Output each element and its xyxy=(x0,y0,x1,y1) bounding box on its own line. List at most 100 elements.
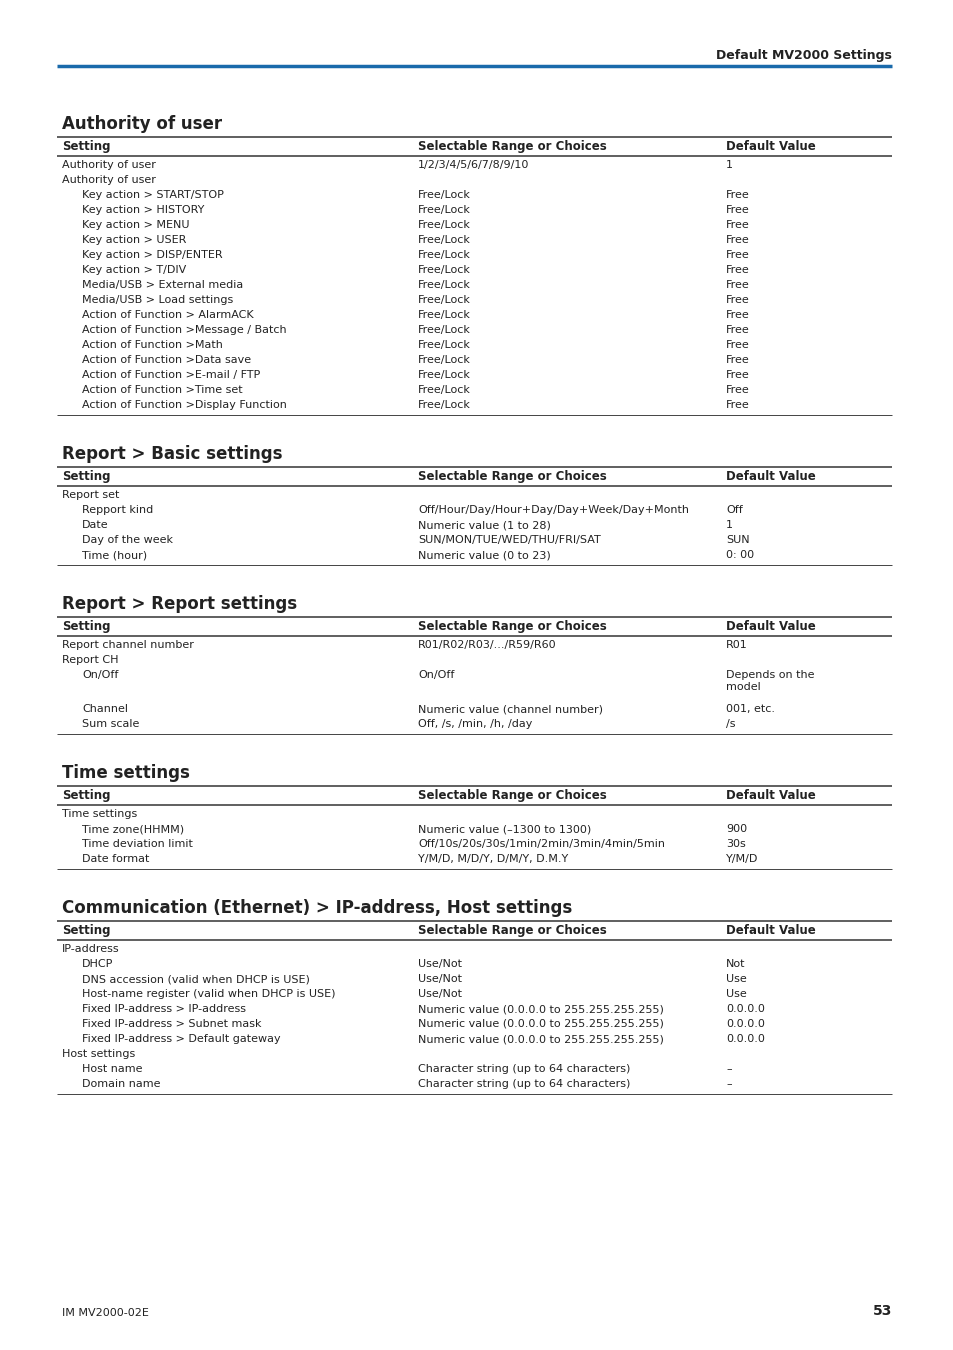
Text: Numeric value (0.0.0.0 to 255.255.255.255): Numeric value (0.0.0.0 to 255.255.255.25… xyxy=(417,1034,663,1044)
Text: Use: Use xyxy=(725,990,746,999)
Text: Y/M/D: Y/M/D xyxy=(725,855,758,864)
Text: Domain name: Domain name xyxy=(82,1079,160,1089)
Text: Free: Free xyxy=(725,205,749,215)
Text: Free: Free xyxy=(725,279,749,290)
Text: Numeric value (–1300 to 1300): Numeric value (–1300 to 1300) xyxy=(417,824,591,834)
Text: Day of the week: Day of the week xyxy=(82,535,172,545)
Text: Character string (up to 64 characters): Character string (up to 64 characters) xyxy=(417,1079,630,1089)
Text: Key action > MENU: Key action > MENU xyxy=(82,220,190,230)
Text: Report > Report settings: Report > Report settings xyxy=(62,595,296,613)
Text: Free/Lock: Free/Lock xyxy=(417,250,471,261)
Text: –: – xyxy=(725,1079,731,1089)
Text: 53: 53 xyxy=(872,1304,891,1318)
Text: Fixed IP-address > IP-address: Fixed IP-address > IP-address xyxy=(82,1004,246,1014)
Text: Free/Lock: Free/Lock xyxy=(417,385,471,396)
Text: 1: 1 xyxy=(725,520,732,531)
Text: Free/Lock: Free/Lock xyxy=(417,355,471,364)
Text: Setting: Setting xyxy=(62,620,111,633)
Text: 0.0.0.0: 0.0.0.0 xyxy=(725,1019,764,1029)
Text: Numeric value (channel number): Numeric value (channel number) xyxy=(417,703,602,714)
Text: 30s: 30s xyxy=(725,838,745,849)
Text: Key action > HISTORY: Key action > HISTORY xyxy=(82,205,204,215)
Text: Action of Function > AlarmACK: Action of Function > AlarmACK xyxy=(82,310,253,320)
Text: Communication (Ethernet) > IP-address, Host settings: Communication (Ethernet) > IP-address, H… xyxy=(62,899,572,917)
Text: Action of Function >Message / Batch: Action of Function >Message / Batch xyxy=(82,325,286,335)
Text: Media/USB > External media: Media/USB > External media xyxy=(82,279,243,290)
Text: Free/Lock: Free/Lock xyxy=(417,310,471,320)
Text: Report CH: Report CH xyxy=(62,655,118,666)
Text: Free: Free xyxy=(725,235,749,244)
Text: Action of Function >E-mail / FTP: Action of Function >E-mail / FTP xyxy=(82,370,260,379)
Text: Fixed IP-address > Subnet mask: Fixed IP-address > Subnet mask xyxy=(82,1019,261,1029)
Text: DHCP: DHCP xyxy=(82,958,113,969)
Text: Setting: Setting xyxy=(62,470,111,483)
Text: Free: Free xyxy=(725,190,749,200)
Text: 0.0.0.0: 0.0.0.0 xyxy=(725,1034,764,1044)
Text: Off, /s, /min, /h, /day: Off, /s, /min, /h, /day xyxy=(417,720,532,729)
Text: Numeric value (0.0.0.0 to 255.255.255.255): Numeric value (0.0.0.0 to 255.255.255.25… xyxy=(417,1019,663,1029)
Text: SUN/MON/TUE/WED/THU/FRI/SAT: SUN/MON/TUE/WED/THU/FRI/SAT xyxy=(417,535,600,545)
Text: Time settings: Time settings xyxy=(62,764,190,782)
Text: Use: Use xyxy=(725,973,746,984)
Text: Selectable Range or Choices: Selectable Range or Choices xyxy=(417,470,606,483)
Text: Off: Off xyxy=(725,505,742,514)
Text: SUN: SUN xyxy=(725,535,749,545)
Text: Off/10s/20s/30s/1min/2min/3min/4min/5min: Off/10s/20s/30s/1min/2min/3min/4min/5min xyxy=(417,838,664,849)
Text: Time settings: Time settings xyxy=(62,809,137,819)
Text: Channel: Channel xyxy=(82,703,128,714)
Text: Free: Free xyxy=(725,370,749,379)
Text: Report set: Report set xyxy=(62,490,119,500)
Text: Free: Free xyxy=(725,296,749,305)
Text: Numeric value (0 to 23): Numeric value (0 to 23) xyxy=(417,549,550,560)
Text: Setting: Setting xyxy=(62,140,111,153)
Text: Free: Free xyxy=(725,220,749,230)
Text: IM MV2000-02E: IM MV2000-02E xyxy=(62,1308,149,1318)
Text: 1/2/3/4/5/6/7/8/9/10: 1/2/3/4/5/6/7/8/9/10 xyxy=(417,161,529,170)
Text: Free/Lock: Free/Lock xyxy=(417,235,471,244)
Text: /s: /s xyxy=(725,720,735,729)
Text: Default Value: Default Value xyxy=(725,788,815,802)
Text: Action of Function >Time set: Action of Function >Time set xyxy=(82,385,242,396)
Text: Key action > USER: Key action > USER xyxy=(82,235,186,244)
Text: Free: Free xyxy=(725,325,749,335)
Text: Use/Not: Use/Not xyxy=(417,990,461,999)
Text: Setting: Setting xyxy=(62,788,111,802)
Text: IP-address: IP-address xyxy=(62,944,119,954)
Text: Selectable Range or Choices: Selectable Range or Choices xyxy=(417,923,606,937)
Text: Selectable Range or Choices: Selectable Range or Choices xyxy=(417,620,606,633)
Text: Authority of user: Authority of user xyxy=(62,115,222,134)
Text: R01/R02/R03/.../R59/R60: R01/R02/R03/.../R59/R60 xyxy=(417,640,556,649)
Text: Key action > T/DIV: Key action > T/DIV xyxy=(82,265,186,275)
Text: Free/Lock: Free/Lock xyxy=(417,400,471,410)
Text: Key action > DISP/ENTER: Key action > DISP/ENTER xyxy=(82,250,222,261)
Text: Free/Lock: Free/Lock xyxy=(417,265,471,275)
Text: DNS accession (valid when DHCP is USE): DNS accession (valid when DHCP is USE) xyxy=(82,973,310,984)
Text: Free/Lock: Free/Lock xyxy=(417,340,471,350)
Text: Y/M/D, M/D/Y, D/M/Y, D.M.Y: Y/M/D, M/D/Y, D/M/Y, D.M.Y xyxy=(417,855,568,864)
Text: Selectable Range or Choices: Selectable Range or Choices xyxy=(417,788,606,802)
Text: Sum scale: Sum scale xyxy=(82,720,139,729)
Text: Free/Lock: Free/Lock xyxy=(417,220,471,230)
Text: Time zone(HHMM): Time zone(HHMM) xyxy=(82,824,184,834)
Text: Repport kind: Repport kind xyxy=(82,505,153,514)
Text: Setting: Setting xyxy=(62,923,111,937)
Text: Free/Lock: Free/Lock xyxy=(417,279,471,290)
Text: 900: 900 xyxy=(725,824,746,834)
Text: Default Value: Default Value xyxy=(725,923,815,937)
Text: Report > Basic settings: Report > Basic settings xyxy=(62,446,282,463)
Text: Free: Free xyxy=(725,250,749,261)
Text: Numeric value (1 to 28): Numeric value (1 to 28) xyxy=(417,520,550,531)
Text: Default Value: Default Value xyxy=(725,470,815,483)
Text: Not: Not xyxy=(725,958,744,969)
Text: R01: R01 xyxy=(725,640,747,649)
Text: 0: 00: 0: 00 xyxy=(725,549,753,560)
Text: –: – xyxy=(725,1064,731,1075)
Text: Depends on the
model: Depends on the model xyxy=(725,670,814,691)
Text: 1: 1 xyxy=(725,161,732,170)
Text: Off/Hour/Day/Hour+Day/Day+Week/Day+Month: Off/Hour/Day/Hour+Day/Day+Week/Day+Month xyxy=(417,505,688,514)
Text: Host-name register (valid when DHCP is USE): Host-name register (valid when DHCP is U… xyxy=(82,990,335,999)
Text: Report channel number: Report channel number xyxy=(62,640,193,649)
Text: Free/Lock: Free/Lock xyxy=(417,296,471,305)
Text: Free/Lock: Free/Lock xyxy=(417,190,471,200)
Text: Time deviation limit: Time deviation limit xyxy=(82,838,193,849)
